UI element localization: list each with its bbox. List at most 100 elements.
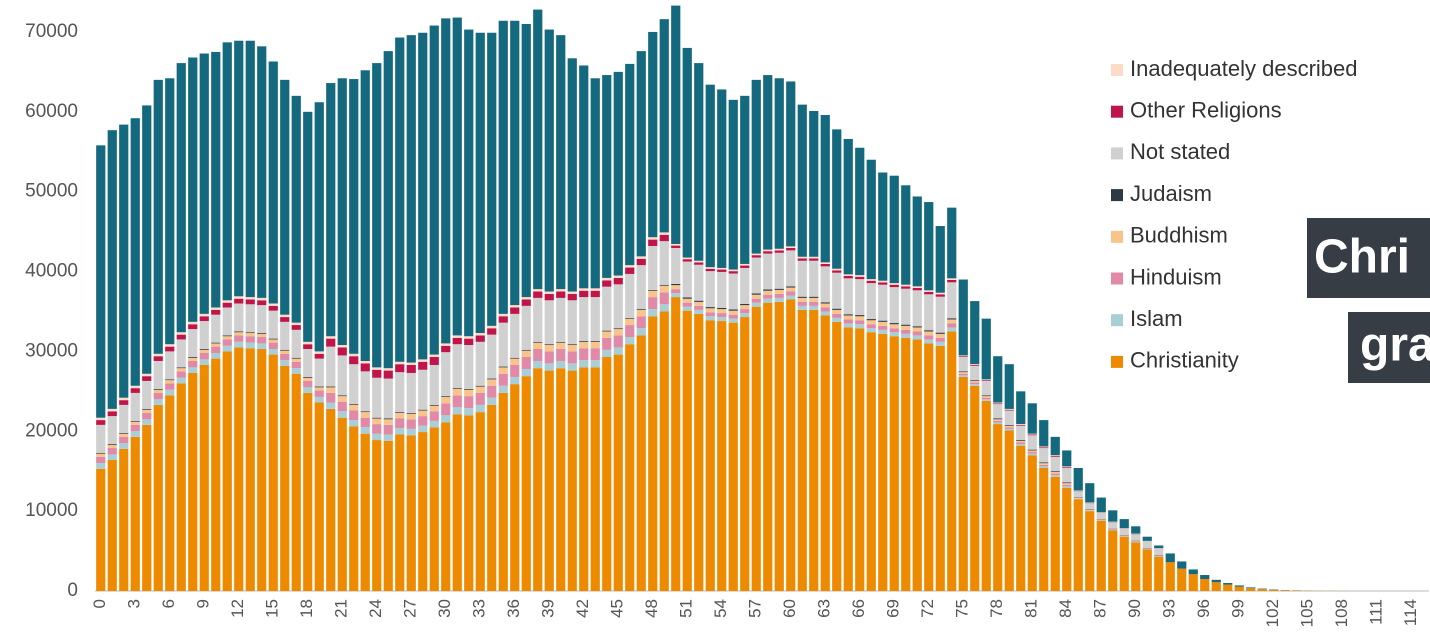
bar-segment — [1039, 462, 1049, 464]
legend-swatch — [1111, 272, 1123, 285]
bar-segment — [625, 265, 635, 268]
bar-segment — [728, 310, 738, 315]
bar-segment — [245, 304, 255, 333]
bar-segment — [1027, 449, 1037, 451]
bar-segment — [809, 256, 819, 259]
bar-segment — [1016, 424, 1026, 425]
bar-segment — [222, 307, 232, 336]
bar-segment — [636, 256, 646, 259]
bar-segment — [694, 300, 704, 302]
bar-segment — [96, 452, 106, 454]
bar-segment — [866, 283, 876, 320]
bar-segment — [280, 350, 290, 354]
bar-segment — [510, 357, 520, 359]
bar-segment — [1062, 482, 1072, 484]
bar-segment — [360, 371, 370, 412]
bar-segment — [1050, 476, 1060, 591]
bar-segment — [809, 305, 819, 310]
bar-segment — [866, 328, 876, 333]
bar-segment — [383, 440, 393, 591]
bar-segment — [901, 185, 911, 285]
bar-segment — [613, 329, 623, 336]
bar-segment — [947, 318, 957, 320]
bar-segment — [970, 364, 980, 366]
bar-segment — [452, 388, 462, 389]
bar-segment — [372, 369, 382, 378]
bar-segment — [625, 325, 635, 338]
bar-segment — [625, 273, 635, 318]
bar-segment — [234, 335, 244, 342]
bar-segment — [1050, 455, 1060, 457]
bar-segment — [372, 377, 382, 418]
bar-segment — [441, 415, 451, 423]
bar-segment — [636, 335, 646, 591]
bar-segment — [728, 269, 738, 272]
bar-segment — [464, 388, 474, 390]
bar-segment — [1211, 582, 1221, 591]
bar-segment — [682, 310, 692, 591]
bar-segment — [786, 250, 796, 287]
bar-segment — [395, 412, 405, 419]
bar-segment — [1280, 590, 1290, 591]
bar-segment — [326, 336, 336, 339]
bar-segment — [763, 253, 773, 290]
bar-segment — [970, 382, 980, 385]
bar-segment — [441, 396, 451, 404]
x-tick-label: 27 — [401, 599, 420, 618]
bar-segment — [303, 387, 313, 393]
bar-segment — [418, 416, 428, 426]
bar-segment — [199, 364, 209, 591]
bar-segment — [659, 19, 669, 233]
bar-segment — [406, 364, 416, 373]
legend-label: Other Religions — [1130, 98, 1282, 123]
bar-segment — [406, 435, 416, 591]
bar-segment — [809, 111, 819, 257]
bar-segment — [383, 424, 393, 435]
bar-segment — [751, 298, 761, 303]
bar-segment — [1027, 450, 1037, 453]
bar-segment — [142, 408, 152, 410]
bar-segment — [452, 407, 462, 415]
bar-segment — [981, 400, 991, 591]
bar-segment — [349, 404, 359, 411]
bar-segment — [993, 424, 1003, 591]
bar-segment — [797, 256, 807, 259]
bar-segment — [1154, 545, 1164, 549]
bar-segment — [866, 159, 876, 280]
bar-segment — [257, 333, 267, 334]
bar-segment — [590, 78, 600, 289]
x-tick-label: 105 — [1298, 599, 1317, 627]
bar-segment — [648, 289, 658, 291]
bar-segment — [199, 349, 209, 354]
bar-segment — [406, 372, 416, 413]
bar-segment — [717, 313, 727, 318]
bar-segment — [970, 364, 980, 365]
bar-segment — [199, 313, 209, 317]
bar-segment — [1073, 491, 1083, 498]
bar-segment — [464, 389, 474, 397]
bar-segment — [291, 373, 301, 591]
bar-segment — [222, 335, 232, 337]
bar-segment — [1004, 409, 1014, 411]
bar-segment — [740, 263, 750, 266]
bar-segment — [613, 284, 623, 329]
bar-segment — [498, 392, 508, 591]
bar-segment — [567, 370, 577, 591]
x-tick-label: 15 — [263, 599, 282, 618]
bar-segment — [901, 333, 911, 338]
bar-segment — [510, 364, 520, 377]
bar-segment — [1234, 585, 1244, 587]
bar-segment — [475, 404, 485, 413]
bar-segment — [487, 397, 497, 405]
bar-segment — [119, 432, 129, 434]
bar-segment — [165, 389, 175, 396]
bar-segment — [510, 358, 520, 365]
bar-segment — [487, 334, 497, 379]
bar-segment — [694, 305, 704, 310]
bar-segment — [475, 333, 485, 336]
bar-segment — [993, 420, 1003, 423]
bar-segment — [337, 355, 347, 396]
bar-segment — [751, 302, 761, 307]
bar-segment — [1039, 464, 1049, 467]
bar-segment — [774, 252, 784, 289]
